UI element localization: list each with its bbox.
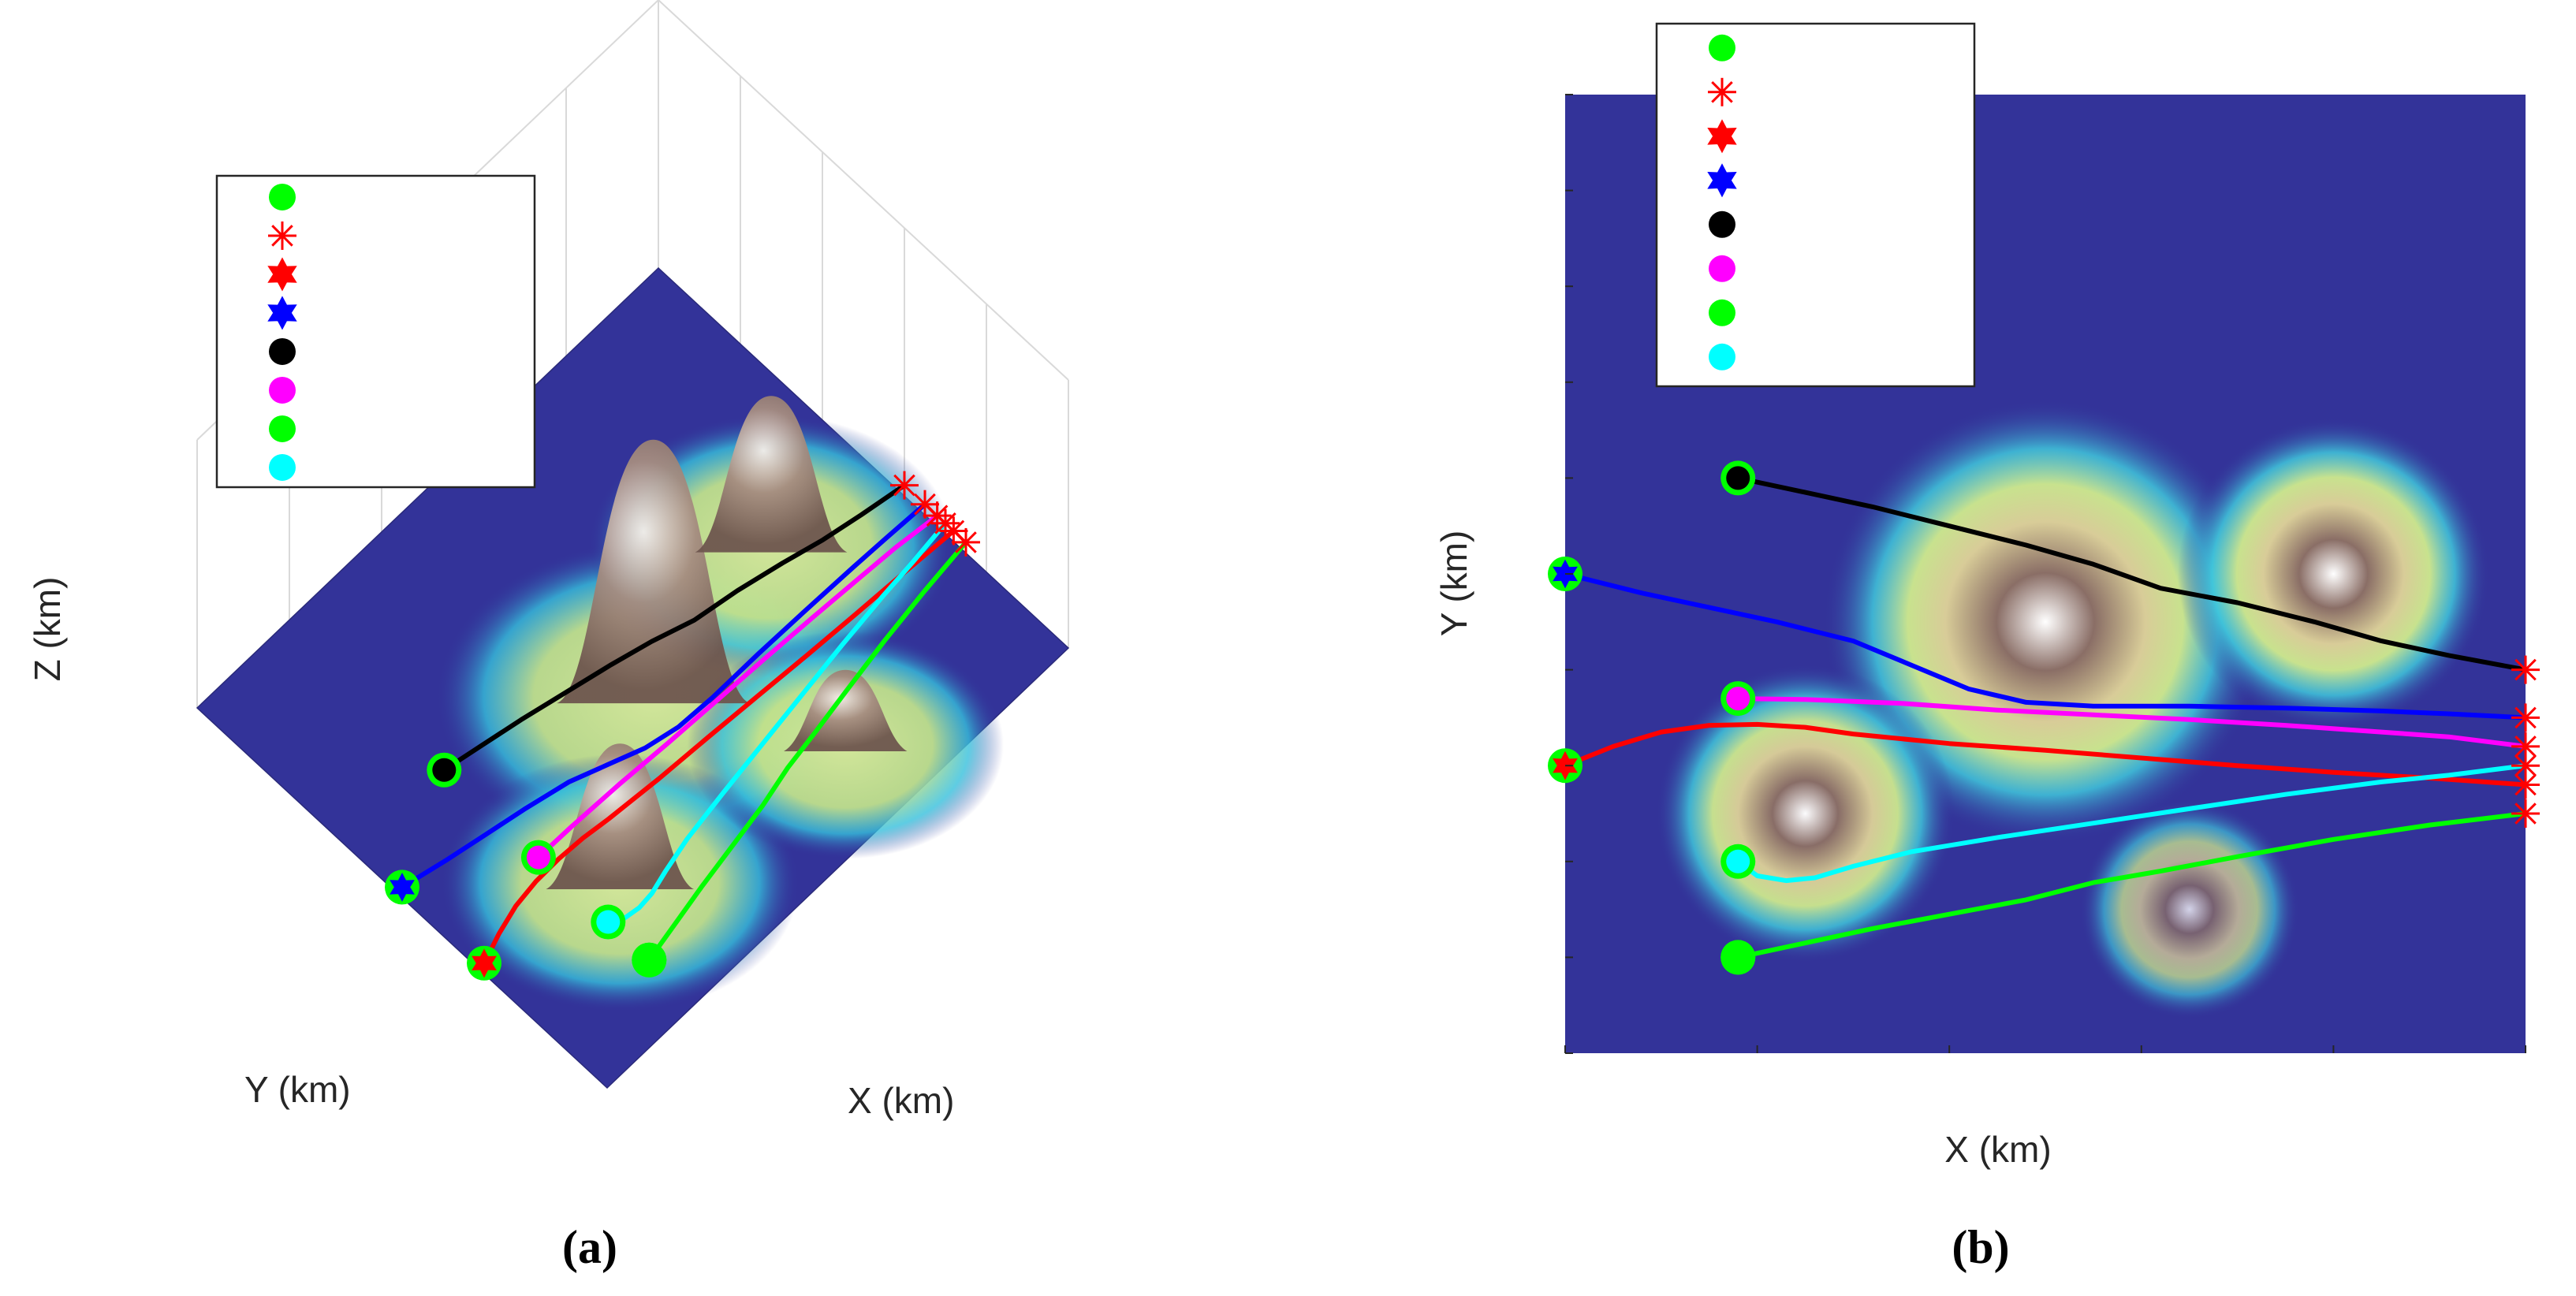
panel-b-legend-marker-start: [1709, 34, 1735, 61]
panel-b-target-uav-2-stroke: [2514, 736, 2537, 758]
panel-a-grid-edge: [658, 0, 1069, 381]
panel-a-path-uav-4: [606, 520, 948, 925]
panel-a-legend-marker-uav-4: [269, 453, 296, 481]
panel-a-ylabel: Y (km): [244, 1069, 351, 1110]
panel-b-legend-marker-uav-4: [1709, 343, 1735, 371]
panel-a-3d-surface: X (km) Y (km) Z (km) (a): [27, 0, 1070, 1273]
panel-a-legend-marker-target: [268, 221, 296, 250]
panel-a-path-uav-3: [647, 539, 968, 963]
panel-a-legend-box: [215, 174, 536, 489]
panel-a-hill-peak-2: [695, 396, 848, 553]
panel-a-legend-marker-helicopter-2: [267, 296, 297, 330]
panel-b-legend-marker-helicopter-1: [1707, 119, 1737, 154]
panel-a-path-uav-1: [442, 482, 907, 773]
panel-b-legend-box: [1655, 22, 1976, 388]
panel-a-target-uav-3-stroke: [955, 531, 977, 553]
panel-a-legend-marker-uav-1: [269, 337, 296, 365]
panel-a-vehicle-uav-2: [526, 845, 550, 870]
panel-b-legend-marker-uav-2: [1709, 255, 1735, 282]
panel-a-caption: (a): [562, 1221, 617, 1273]
panel-b-target-uav-2: [2511, 732, 2540, 761]
panel-a-hill-peak-1: [557, 439, 750, 704]
panel-b-vehicle-uav-4: [1726, 849, 1750, 873]
panel-a-paths: [385, 471, 980, 981]
panel-a-legend-marker-start: [269, 183, 296, 210]
panel-b-legend-marker-target-stroke: [1711, 81, 1733, 103]
panel-b-ticks: [1564, 94, 2526, 1054]
panel-b-target-uav-1: [2511, 655, 2540, 684]
panel-b-legend-marker-helicopter-2: [1707, 163, 1737, 198]
panel-a-xlabel: X (km): [848, 1080, 954, 1121]
panel-b-target-helicopter-1-stroke: [2514, 773, 2537, 796]
panel-a-vehicle-helicopter-2: [390, 872, 415, 902]
panel-a-path-helicopter-1: [482, 528, 956, 966]
panel-a-legend: [215, 174, 536, 489]
panel-b-legend-marker-uav-3: [1709, 299, 1735, 326]
panel-b-path-uav-2: [1735, 696, 2528, 749]
panel-b-path-helicopter-1: [1563, 721, 2528, 788]
panel-b-ylabel: Y (km): [1433, 531, 1474, 637]
panel-b-path-uav-1: [1735, 475, 2528, 672]
panel-a-vehicle-helicopter-1: [472, 948, 497, 978]
panel-a-target-uav-1-stroke: [893, 474, 915, 497]
panel-b-vehicle-uav-2: [1726, 687, 1750, 711]
panel-b-target-uav-1-stroke: [2514, 658, 2537, 681]
panel-b-target-uav-4: [2511, 751, 2540, 780]
panel-a-legend-marker-target-stroke: [271, 225, 293, 247]
panel-b-path-uav-3: [1735, 811, 2528, 960]
panel-b-legend: [1655, 22, 1976, 388]
panel-a-target-uav-4: [931, 508, 960, 538]
panel-a-legend-marker-uav-3: [269, 415, 296, 442]
panel-b-hill-4: [2079, 799, 2299, 1019]
panel-b-vehicle-uav-3: [1720, 940, 1756, 975]
panel-a-vehicle-uav-3: [632, 942, 667, 978]
panel-b-target-helicopter-2: [2511, 703, 2540, 732]
panel-b-hill-2: [2177, 418, 2489, 730]
panel-a-path-uav-2: [535, 513, 940, 860]
panel-a-target-uav-1: [890, 471, 919, 500]
panel-b-xlabel: X (km): [1944, 1129, 2051, 1170]
panel-b-hill-3: [1656, 664, 1955, 963]
panel-b-legend-marker-target: [1708, 77, 1736, 106]
panel-a-vehicle-uav-4: [596, 910, 621, 934]
panel-b-target-uav-4-stroke: [2514, 754, 2537, 776]
panel-b-target-uav-3: [2511, 799, 2540, 828]
panel-b-target-uav-3-stroke: [2514, 803, 2537, 825]
panel-b-path-helicopter-2: [1563, 572, 2528, 721]
panel-a-target-uav-3: [952, 527, 980, 557]
panel-b-hill-1: [1823, 400, 2268, 844]
panel-a-target-uav-4-stroke: [934, 512, 956, 534]
panel-a-zlabel: Z (km): [27, 577, 68, 682]
panel-b-heatmap: X (km) Y (km) (b): [1433, 22, 2540, 1273]
panel-b-path-uav-4: [1735, 763, 2528, 884]
panel-a-vehicle-uav-1: [432, 758, 457, 782]
panel-b-vehicle-uav-1: [1726, 466, 1750, 490]
panel-b-target-helicopter-2-stroke: [2514, 706, 2537, 729]
panel-b-legend-marker-uav-1: [1709, 210, 1735, 238]
panel-a-path-helicopter-2: [400, 501, 927, 890]
panel-a-legend-marker-uav-2: [269, 376, 296, 404]
panel-b-caption: (b): [1952, 1221, 2009, 1273]
panel-a-hill-peak-3: [546, 743, 695, 889]
panel-a-legend-marker-helicopter-1: [267, 257, 297, 292]
panel-a-target-helicopter-2-stroke: [914, 493, 936, 516]
